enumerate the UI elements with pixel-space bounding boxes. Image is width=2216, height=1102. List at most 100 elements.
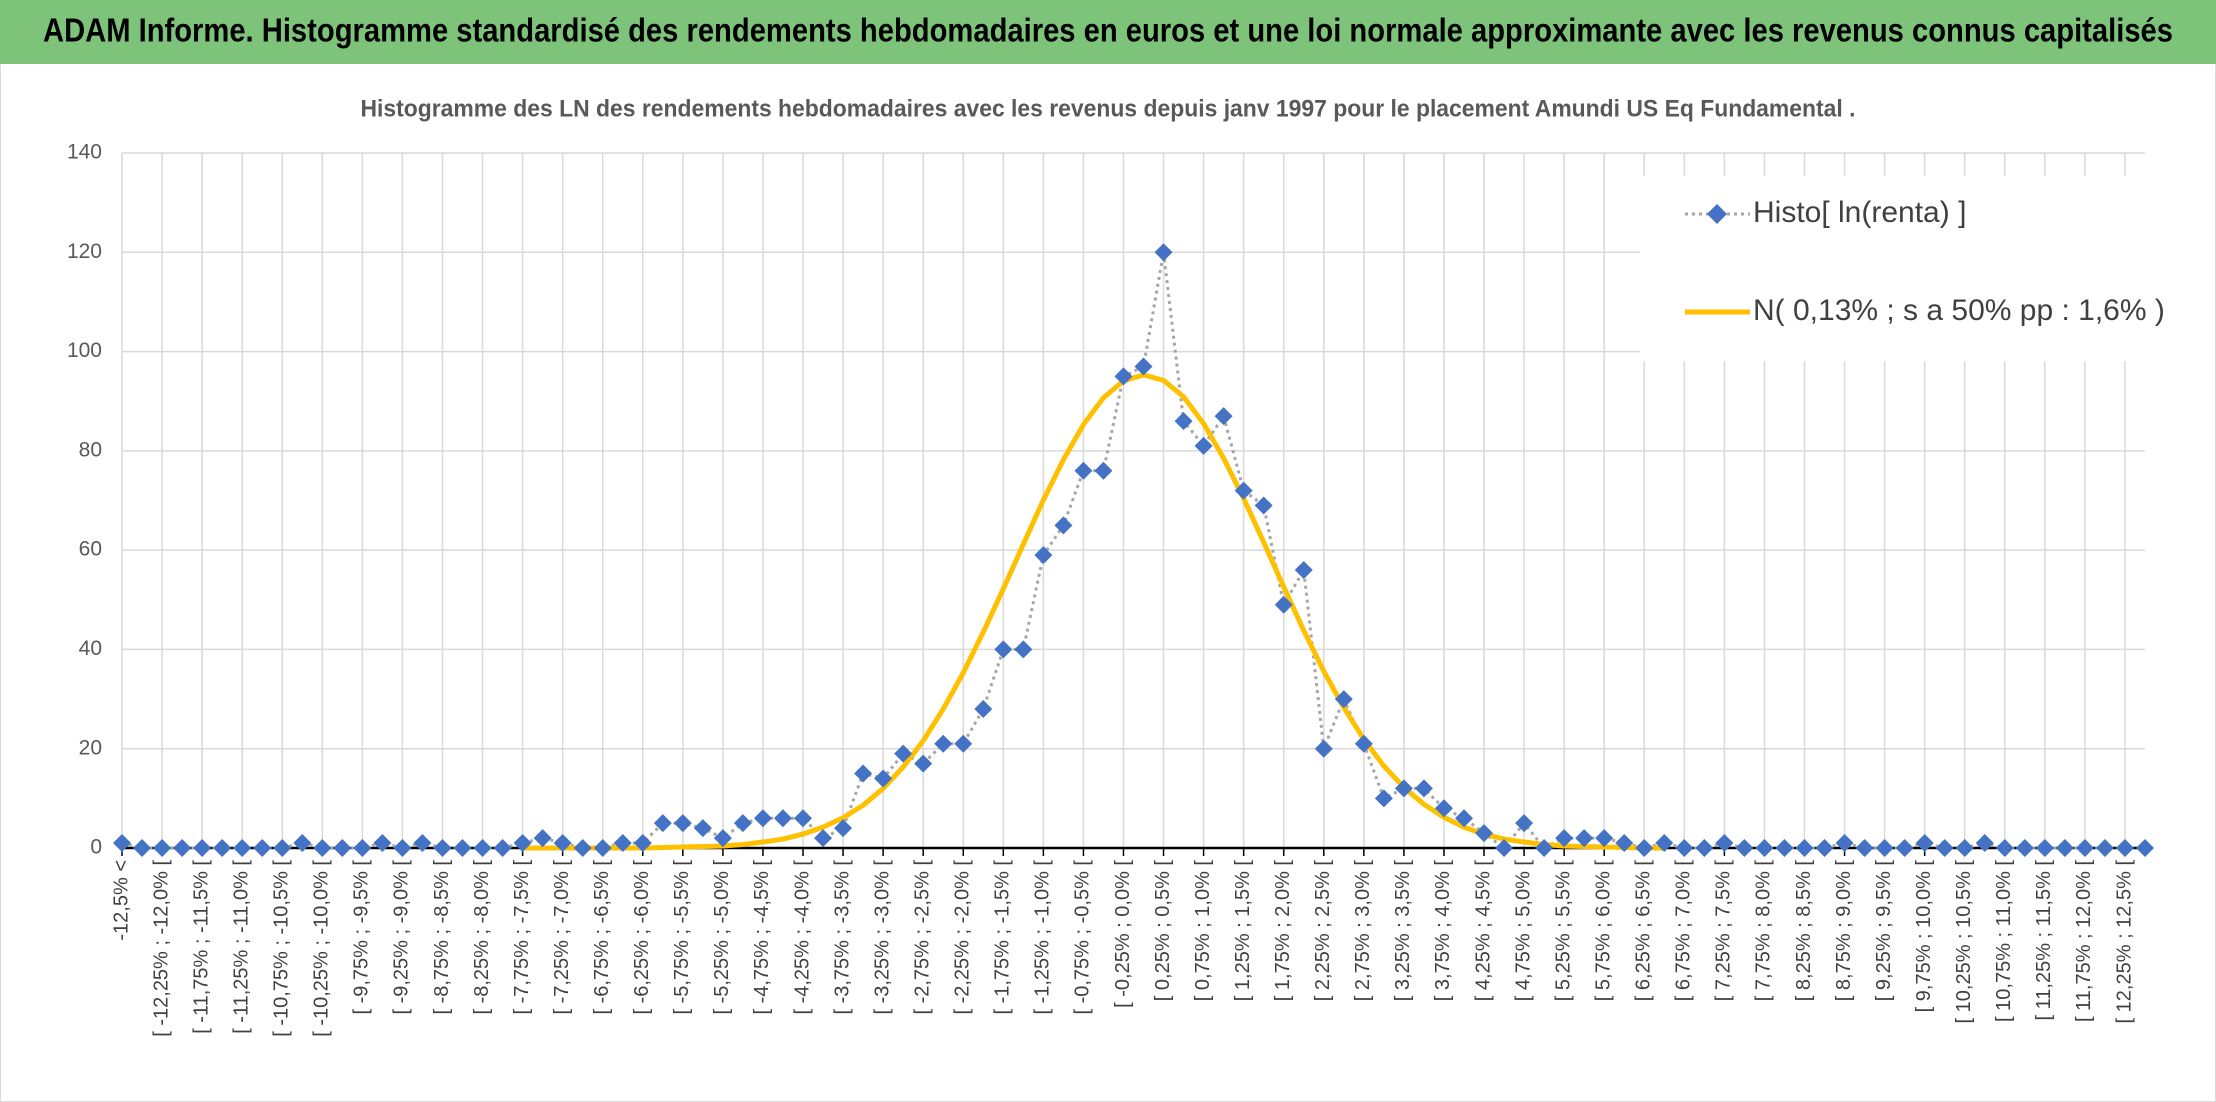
x-tick-label: [ 4,25% ; 4,5% [ bbox=[1472, 860, 1494, 1002]
histogram-point bbox=[1454, 809, 1473, 828]
x-tick-label: [ 9,25% ; 9,5% [ bbox=[1873, 860, 1895, 1002]
histogram-point bbox=[1074, 461, 1093, 480]
histogram-point bbox=[2136, 839, 2154, 857]
x-tick-label: [ 9,75% ; 10,0% [ bbox=[1913, 860, 1935, 1013]
x-tick-label: [ -6,75% ; -6,5% [ bbox=[591, 860, 613, 1015]
histogram-point bbox=[1414, 779, 1433, 798]
histogram-point bbox=[613, 834, 632, 853]
histogram-point bbox=[874, 769, 893, 788]
histogram-point bbox=[1294, 561, 1313, 579]
histogram-point bbox=[493, 839, 512, 857]
histogram-point bbox=[1575, 829, 1594, 848]
x-tick-label: [ 7,75% ; 8,0% [ bbox=[1753, 860, 1775, 1002]
histogram-point bbox=[673, 814, 692, 833]
histogram-point bbox=[1995, 839, 2014, 857]
histogram-point bbox=[1975, 834, 1994, 853]
histogram-point bbox=[1114, 367, 1133, 386]
histogram-point bbox=[533, 829, 552, 848]
histogram-point bbox=[1855, 839, 1874, 857]
header-bar bbox=[0, 0, 2216, 64]
histogram-point bbox=[1434, 799, 1453, 818]
histogram-point bbox=[1835, 834, 1854, 853]
x-tick-label: [ -7,25% ; -7,0% [ bbox=[551, 860, 573, 1015]
histogram-point bbox=[1875, 839, 1894, 857]
histogram-point bbox=[1174, 412, 1193, 431]
histogram-point bbox=[1495, 839, 1514, 857]
x-tick-label: [ -1,75% ; -1,5% [ bbox=[992, 860, 1014, 1015]
y-tick-label: 100 bbox=[67, 339, 102, 362]
x-tick-label: [ -10,25% ; -10,0% [ bbox=[311, 860, 333, 1037]
histogram-point bbox=[773, 809, 792, 828]
histogram-point bbox=[1535, 839, 1554, 857]
x-tick-label: [ -9,25% ; -9,0% [ bbox=[391, 860, 413, 1015]
histogram-point bbox=[1955, 839, 1974, 857]
y-tick-label: 80 bbox=[79, 438, 102, 461]
histogram-point bbox=[974, 700, 993, 718]
x-tick-label: [ -6,25% ; -6,0% [ bbox=[631, 860, 653, 1015]
histogram-point bbox=[1715, 834, 1734, 853]
plot bbox=[113, 243, 2154, 857]
x-tick-label: [ 0,75% ; 1,0% [ bbox=[1192, 860, 1214, 1002]
histogram-point bbox=[353, 839, 372, 857]
x-tick-label: [ -3,25% ; -3,0% [ bbox=[871, 860, 893, 1015]
x-tick-label: [ 5,75% ; 6,0% [ bbox=[1592, 860, 1614, 1002]
histogram-point bbox=[333, 839, 352, 857]
histogram-point bbox=[273, 839, 292, 857]
histogram-point bbox=[1314, 739, 1333, 758]
histogram-point bbox=[1775, 839, 1794, 857]
x-tick-label: [ 6,75% ; 7,0% [ bbox=[1673, 860, 1695, 1002]
x-tick-label: [ -4,25% ; -4,0% [ bbox=[791, 860, 813, 1015]
x-tick-label: [ 10,75% ; 11,0% [ bbox=[1993, 860, 2015, 1022]
legend-label: N( 0,13% ; s a 50% pp : 1,6% ) bbox=[1753, 294, 2165, 327]
x-tick-label: [ -2,75% ; -2,5% [ bbox=[911, 860, 933, 1015]
x-tick-label: [ 4,75% ; 5,0% [ bbox=[1512, 860, 1534, 1002]
histogram-point bbox=[373, 834, 392, 853]
header-title: ADAM Informe. Histogramme standardisé de… bbox=[43, 12, 2173, 49]
histogram-point bbox=[1635, 839, 1654, 857]
x-tick-label: [ 3,75% ; 4,0% [ bbox=[1432, 860, 1454, 1002]
x-tick-label: [ 2,75% ; 3,0% [ bbox=[1352, 860, 1374, 1002]
x-tick-label: [ -1,25% ; -1,0% [ bbox=[1032, 860, 1054, 1015]
histogram-point bbox=[393, 839, 412, 857]
x-tick-label: [ 2,25% ; 2,5% [ bbox=[1312, 860, 1334, 1002]
histogram-point bbox=[1615, 834, 1634, 853]
x-tick-label: [ 11,75% ; 12,0% [ bbox=[2073, 860, 2095, 1022]
histogram-point bbox=[794, 809, 813, 828]
x-tick-label: [ 5,25% ; 5,5% [ bbox=[1552, 860, 1574, 1002]
y-tick-label: 40 bbox=[79, 637, 102, 660]
histogram-point bbox=[173, 839, 192, 857]
histogram-point bbox=[593, 839, 612, 857]
legend-label: Histo[ ln(renta) ] bbox=[1753, 196, 1966, 229]
histogram-point bbox=[1675, 839, 1694, 857]
histogram-point bbox=[1475, 824, 1494, 843]
histogram-point bbox=[1214, 407, 1233, 426]
x-tick-label: [ 8,25% ; 8,5% [ bbox=[1793, 860, 1815, 1002]
legend: Histo[ ln(renta) ] N( 0,13% ; s a 50% pp … bbox=[1640, 176, 2205, 361]
histogram-point bbox=[1094, 461, 1113, 480]
x-tick-label: [ 6,25% ; 6,5% [ bbox=[1633, 860, 1655, 1002]
histogram-point bbox=[293, 834, 312, 853]
x-tick-label: [ -8,25% ; -8,0% [ bbox=[471, 860, 493, 1015]
histogram-point bbox=[453, 839, 472, 857]
x-tick-label: [ 10,25% ; 10,5% [ bbox=[1953, 860, 1975, 1024]
x-tick-label: [ 8,75% ; 9,0% [ bbox=[1833, 860, 1855, 1002]
x-tick-label: [ 1,25% ; 1,5% [ bbox=[1232, 860, 1254, 1002]
x-tick-label: [ -7,75% ; -7,5% [ bbox=[511, 860, 533, 1015]
normal-curve bbox=[522, 372, 1665, 851]
histogram-point bbox=[1014, 640, 1033, 659]
x-tick-label: [ 7,25% ; 7,5% [ bbox=[1713, 860, 1735, 1002]
histogram-point bbox=[814, 829, 833, 848]
histogram-point bbox=[1795, 839, 1814, 857]
histogram-point bbox=[2035, 839, 2054, 857]
histogram-point bbox=[113, 834, 131, 853]
y-tick-label: 140 bbox=[67, 141, 102, 164]
histogram-point bbox=[1695, 839, 1714, 857]
histogram-point bbox=[1374, 789, 1393, 808]
histogram-point bbox=[1915, 834, 1934, 853]
histogram-point bbox=[1895, 839, 1914, 857]
x-tick-label: [ -0,75% ; -0,5% [ bbox=[1072, 860, 1094, 1015]
histogram-point bbox=[553, 834, 572, 853]
x-tick-label: [ -2,25% ; -2,0% [ bbox=[952, 860, 974, 1015]
histogram-point bbox=[1515, 814, 1534, 833]
